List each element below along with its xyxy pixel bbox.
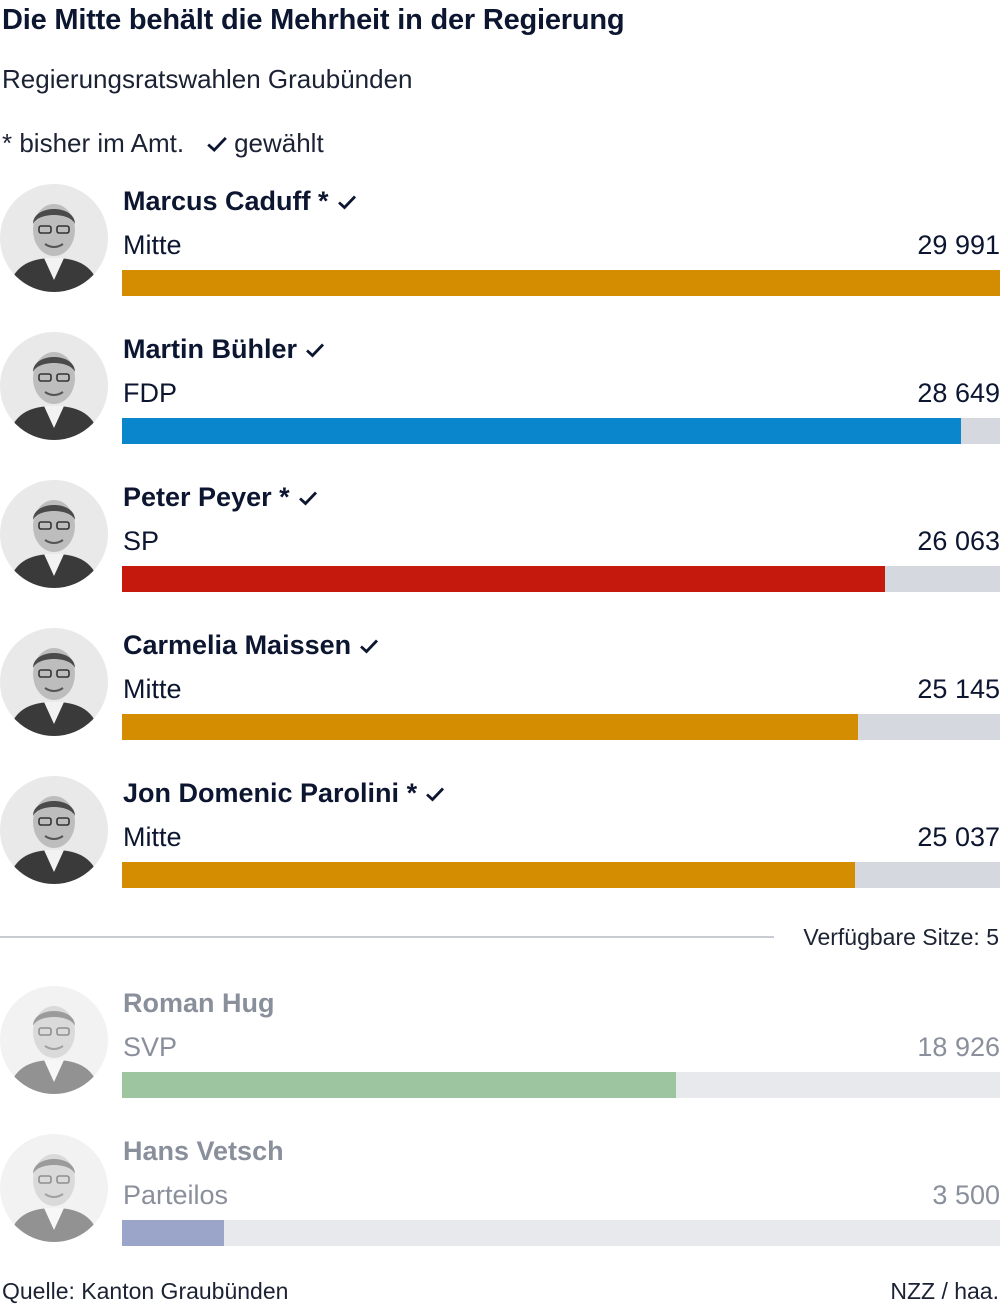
- portrait-icon: [0, 332, 108, 440]
- candidate-name-text: Hans Vetsch: [123, 1136, 284, 1166]
- candidate-avatar: [0, 986, 108, 1094]
- bar-fill: [122, 714, 859, 740]
- bar-fill: [122, 1220, 225, 1246]
- candidate-row: Hans Vetsch Parteilos 3 500: [0, 1134, 1000, 1282]
- check-icon: [306, 343, 325, 357]
- candidate-avatar: [0, 1134, 108, 1242]
- seat-divider: [0, 936, 774, 938]
- votes-label: 25 145: [917, 674, 1000, 704]
- candidate-name-text: Jon Domenic Parolini: [123, 778, 400, 808]
- votes-label: 29 991: [917, 230, 1000, 260]
- incumbent-mark: *: [310, 186, 329, 216]
- votes-label: 18 926: [917, 1032, 1000, 1062]
- candidate-avatar: [0, 480, 108, 588]
- incumbent-mark: *: [271, 482, 290, 512]
- credit-note: NZZ / haa.: [890, 1278, 999, 1304]
- bar-track: [122, 270, 1000, 296]
- portrait-icon: [0, 776, 108, 884]
- check-icon: [298, 491, 317, 505]
- candidate-row: Peter Peyer * SP 26 063: [0, 480, 1000, 628]
- bar-fill: [122, 1072, 677, 1098]
- bar-track: [122, 862, 1000, 888]
- party-label: SVP: [123, 1032, 178, 1062]
- candidate-row: Martin Bühler FDP 28 649: [0, 332, 1000, 480]
- candidate-name: Martin Bühler: [123, 334, 325, 365]
- party-label: Parteilos: [123, 1180, 229, 1210]
- candidate-name: Jon Domenic Parolini *: [123, 778, 445, 809]
- candidate-row: Carmelia Maissen Mitte 25 145: [0, 628, 1000, 776]
- party-label: SP: [123, 526, 160, 556]
- source-note: Quelle: Kanton Graubünden: [2, 1278, 289, 1304]
- party-label: Mitte: [123, 822, 182, 852]
- candidate-avatar: [0, 184, 108, 292]
- legend-elected: gewählt: [234, 128, 324, 158]
- candidate-name: Roman Hug: [123, 988, 275, 1019]
- candidate-row: Marcus Caduff * Mitte 29 991: [0, 184, 1000, 332]
- bar-fill: [122, 566, 885, 592]
- candidate-name: Hans Vetsch: [123, 1136, 284, 1167]
- seats-label: Verfügbare Sitze: 5: [803, 924, 999, 950]
- votes-label: 26 063: [917, 526, 1000, 556]
- legend: * bisher im Amt. gewählt: [2, 128, 324, 159]
- candidate-row: Jon Domenic Parolini * Mitte 25 037: [0, 776, 1000, 924]
- portrait-icon: [0, 628, 108, 736]
- check-icon: [426, 787, 445, 801]
- candidate-name: Peter Peyer *: [123, 482, 318, 513]
- party-label: FDP: [123, 378, 177, 408]
- portrait-icon: [0, 480, 108, 588]
- candidate-avatar: [0, 332, 108, 440]
- bar-track: [122, 418, 1000, 444]
- candidate-name-text: Roman Hug: [123, 988, 275, 1018]
- portrait-icon: [0, 184, 108, 292]
- bar-fill: [122, 418, 961, 444]
- votes-label: 3 500: [932, 1180, 1000, 1210]
- portrait-icon: [0, 986, 108, 1094]
- chart-subtitle: Regierungsratswahlen Graubünden: [2, 64, 413, 94]
- candidate-name: Carmelia Maissen: [123, 630, 379, 661]
- candidate-avatar: [0, 776, 108, 884]
- chart-title: Die Mitte behält die Mehrheit in der Reg…: [2, 4, 625, 36]
- check-icon: [207, 136, 227, 152]
- bar-track: [122, 1220, 1000, 1246]
- portrait-icon: [0, 1134, 108, 1242]
- bar-track: [122, 566, 1000, 592]
- candidate-row: Roman Hug SVP 18 926: [0, 986, 1000, 1134]
- bar-track: [122, 1072, 1000, 1098]
- candidate-avatar: [0, 628, 108, 736]
- bar-fill: [122, 862, 855, 888]
- check-icon: [360, 639, 379, 653]
- candidate-name-text: Carmelia Maissen: [123, 630, 352, 660]
- votes-label: 25 037: [917, 822, 1000, 852]
- candidate-name-text: Peter Peyer: [123, 482, 272, 512]
- party-label: Mitte: [123, 230, 182, 260]
- legend-incumbent: * bisher im Amt.: [2, 128, 185, 158]
- incumbent-mark: *: [399, 778, 418, 808]
- party-label: Mitte: [123, 674, 182, 704]
- candidate-name: Marcus Caduff *: [123, 186, 357, 217]
- bar-track: [122, 714, 1000, 740]
- candidate-name-text: Martin Bühler: [123, 334, 298, 364]
- check-icon: [337, 195, 356, 209]
- votes-label: 28 649: [917, 378, 1000, 408]
- candidate-name-text: Marcus Caduff: [123, 186, 311, 216]
- bar-fill: [122, 270, 1000, 296]
